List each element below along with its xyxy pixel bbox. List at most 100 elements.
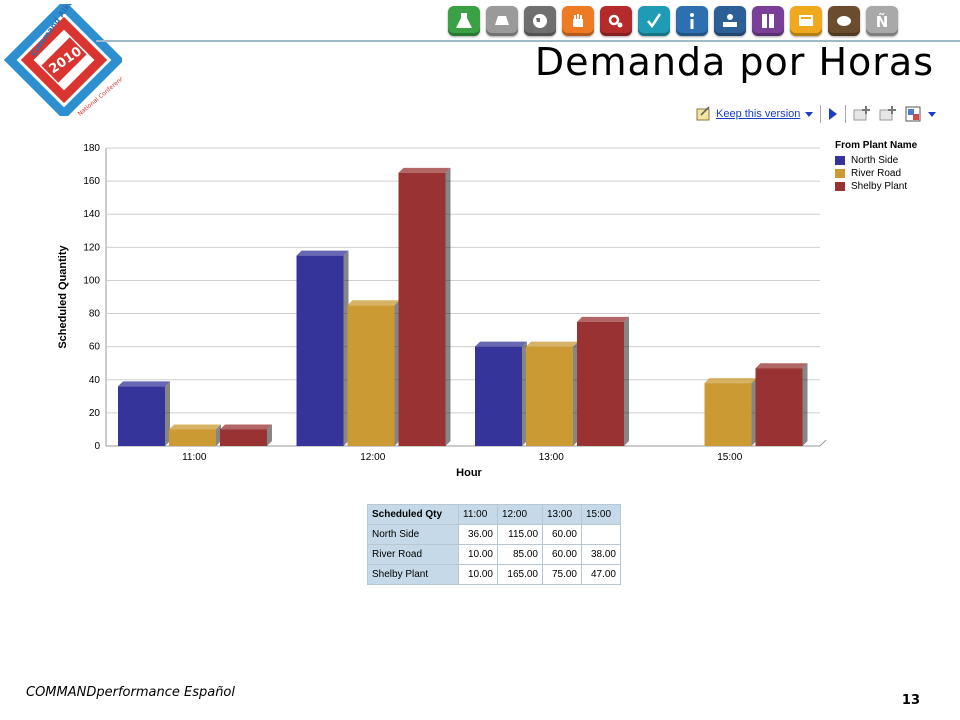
table-cell: 38.00 [581,544,621,565]
bar-side [445,167,451,447]
bar-top [220,424,272,430]
table-cell: 60.00 [542,524,582,545]
row-label: River Road [367,544,459,565]
bar-top [475,341,527,347]
y-tick-label: 0 [94,441,100,452]
bar-face [704,383,752,446]
info-icon[interactable] [676,6,708,36]
add-row-icon[interactable] [852,105,872,123]
screen-icon[interactable] [790,6,822,36]
bar-side [343,250,349,446]
data-table: Scheduled Qty 11:00 12:00 13:00 15:00 No… [367,504,621,585]
hand-icon[interactable] [562,6,594,36]
y-tick-label: 60 [89,342,101,353]
bar-top [296,250,349,256]
bar-chart: 0 20 40 60 80 100 120 140 160 180 11:00 12:00 13:00… [57,143,827,479]
bar-side [267,424,272,446]
table-header-row: Scheduled Qty 11:00 12:00 13:00 15:00 [367,504,621,525]
bar [704,378,757,446]
bar-side [522,341,527,446]
x-axis-ticks: 11:00 12:00 13:00 15:00 [182,452,743,463]
keep-version-link[interactable]: Keep this version [716,108,801,120]
bar [475,341,527,446]
keep-version-icon[interactable] [696,106,712,122]
bar-face [118,386,165,446]
bar-face [577,321,624,446]
panel-icon[interactable] [752,6,784,36]
bar-face [347,305,395,446]
bar-top [526,341,578,347]
gears-icon[interactable] [600,6,632,36]
y-tick-label: 160 [83,176,100,187]
bar-side [751,378,757,446]
bar-top [577,316,629,322]
bar-face [169,429,216,446]
bar [118,381,170,446]
truck-icon[interactable] [486,6,518,36]
app-icon-bar: Ñ [448,6,898,36]
column-header: 13:00 [542,504,582,525]
bar-face [220,429,267,446]
bar-side [165,381,170,446]
toolbar-separator [845,105,847,123]
bar-top [347,300,400,306]
add-column-icon[interactable] [878,105,898,123]
check-icon[interactable] [638,6,670,36]
bar-face [398,172,446,447]
bar-face [755,368,803,446]
table-row: River Road 10.00 85.00 60.00 38.00 [367,544,621,565]
conference-logo: 2010 Command Alkon National Conference [4,4,122,116]
legend-item-north-side: North Side [835,154,917,167]
y-tick-label: 120 [83,242,100,253]
bar-side [216,424,221,446]
chevron-down-icon[interactable] [927,110,937,118]
bar-side [802,363,808,446]
chevron-down-icon[interactable] [804,110,814,118]
table-cell: 75.00 [542,564,582,585]
table-cell: 36.00 [458,524,498,545]
bar-top [398,167,451,173]
x-tick-label: 13:00 [539,452,564,463]
legend-label: Shelby Plant [851,181,908,192]
svg-text:Ñ: Ñ [876,12,889,31]
footer-text: COMMANDperformance Español [26,685,235,700]
y-tick-label: 180 [83,143,100,154]
row-label: North Side [367,524,459,545]
column-header: 12:00 [497,504,543,525]
table-cell: 10.00 [458,564,498,585]
x-tick-label: 11:00 [182,452,207,463]
header-divider [96,40,960,42]
table-cell [581,524,621,545]
export-icon[interactable] [904,105,924,123]
globe-icon[interactable] [524,6,556,36]
row-label: Shelby Plant [367,564,459,585]
person-desk-icon[interactable] [714,6,746,36]
axis-depth-line [819,439,827,447]
bar-face [526,346,573,446]
table-cell: 85.00 [497,544,543,565]
y-tick-label: 140 [83,209,100,220]
play-icon[interactable] [827,107,839,121]
chart-bars [118,167,808,447]
table-corner-header: Scheduled Qty [367,504,459,525]
cement-truck-icon[interactable] [828,6,860,36]
enye-icon[interactable]: Ñ [866,6,898,36]
legend-label: North Side [851,155,899,166]
legend-item-river-road: River Road [835,167,917,180]
flask-icon[interactable] [448,6,480,36]
table-cell: 115.00 [497,524,543,545]
column-header: 11:00 [458,504,498,525]
y-tick-label: 20 [89,408,101,419]
legend-title: From Plant Name [835,140,918,151]
y-tick-label: 40 [89,375,101,386]
table-row: Shelby Plant 10.00 165.00 75.00 47.00 [367,564,621,585]
x-tick-label: 12:00 [360,452,385,463]
legend-label: River Road [851,168,902,179]
y-axis-ticks: 0 20 40 60 80 100 120 140 160 180 [83,143,100,452]
bar-face [475,346,522,446]
page-number: 13 [901,693,920,708]
bar-top [755,363,808,369]
bar-top [704,378,757,384]
column-header: 15:00 [581,504,621,525]
legend-swatch [835,156,845,165]
